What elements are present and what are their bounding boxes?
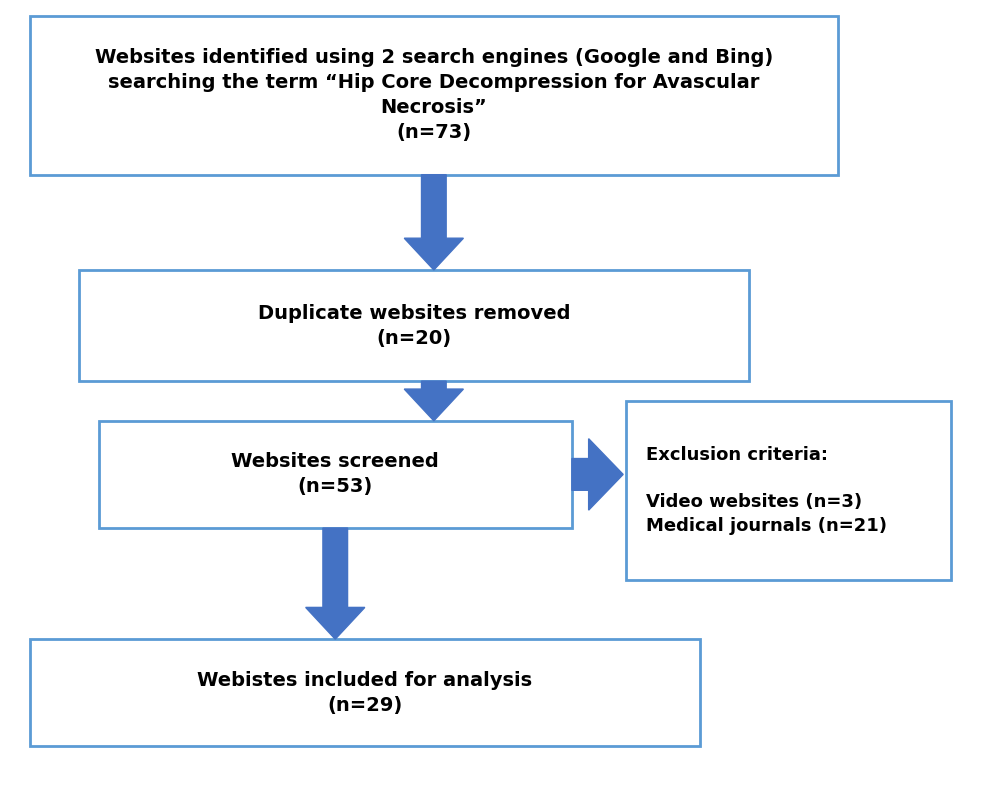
FancyBboxPatch shape — [30, 16, 838, 175]
Text: Websites screened
(n=53): Websites screened (n=53) — [232, 453, 439, 496]
Polygon shape — [572, 438, 623, 510]
Text: Exclusion criteria:

Video websites (n=3)
Medical journals (n=21): Exclusion criteria: Video websites (n=3)… — [646, 446, 886, 534]
Polygon shape — [404, 381, 463, 421]
FancyBboxPatch shape — [79, 270, 749, 381]
FancyBboxPatch shape — [99, 421, 572, 528]
Polygon shape — [306, 528, 365, 639]
Polygon shape — [404, 175, 463, 270]
FancyBboxPatch shape — [30, 639, 700, 746]
Text: Websites identified using 2 search engines (Google and Bing)
searching the term : Websites identified using 2 search engin… — [95, 48, 773, 142]
Text: Webistes included for analysis
(n=29): Webistes included for analysis (n=29) — [197, 671, 532, 715]
FancyBboxPatch shape — [626, 401, 951, 580]
Text: Duplicate websites removed
(n=20): Duplicate websites removed (n=20) — [258, 303, 570, 348]
